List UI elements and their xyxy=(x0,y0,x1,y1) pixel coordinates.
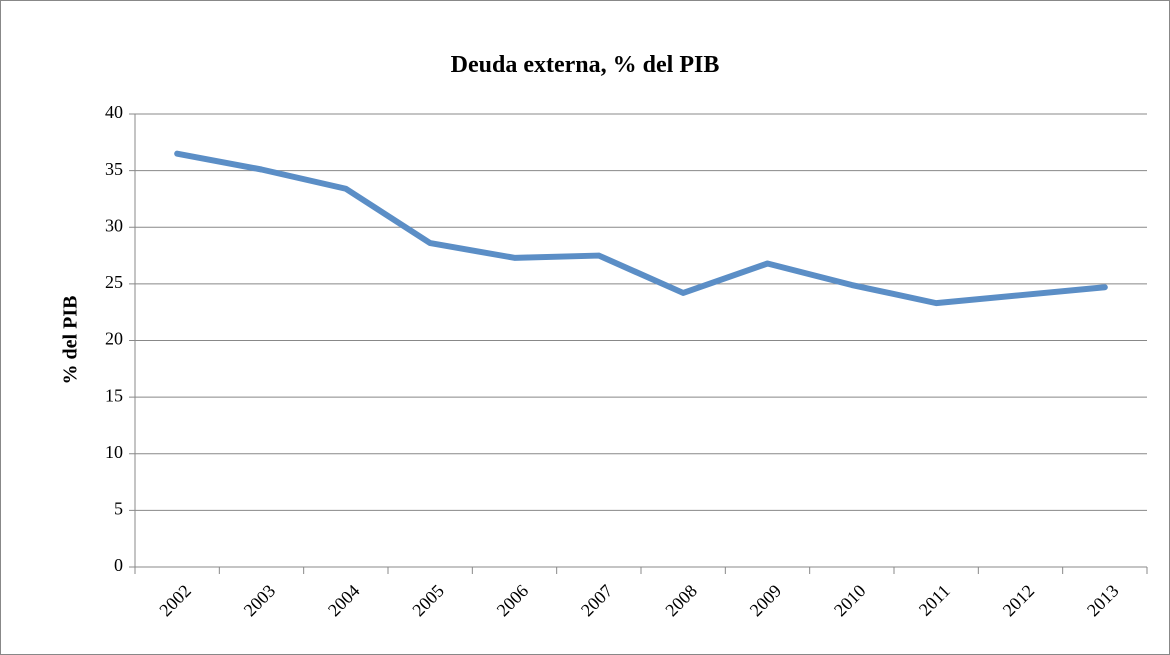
y-tick-label: 5 xyxy=(114,499,123,519)
y-tick-label: 35 xyxy=(105,159,123,179)
y-tick-label: 20 xyxy=(105,329,123,349)
y-tick-label: 25 xyxy=(105,272,123,292)
y-tick-label: 15 xyxy=(105,385,123,405)
chart-title: Deuda externa, % del PIB xyxy=(451,52,720,78)
data-line xyxy=(174,150,1108,307)
y-tick-label: 40 xyxy=(105,102,123,122)
y-tick-label: 0 xyxy=(114,555,123,575)
y-axis-title: % del PIB xyxy=(60,296,82,385)
y-tick-label: 10 xyxy=(105,442,123,462)
y-tick-label: 30 xyxy=(105,215,123,235)
